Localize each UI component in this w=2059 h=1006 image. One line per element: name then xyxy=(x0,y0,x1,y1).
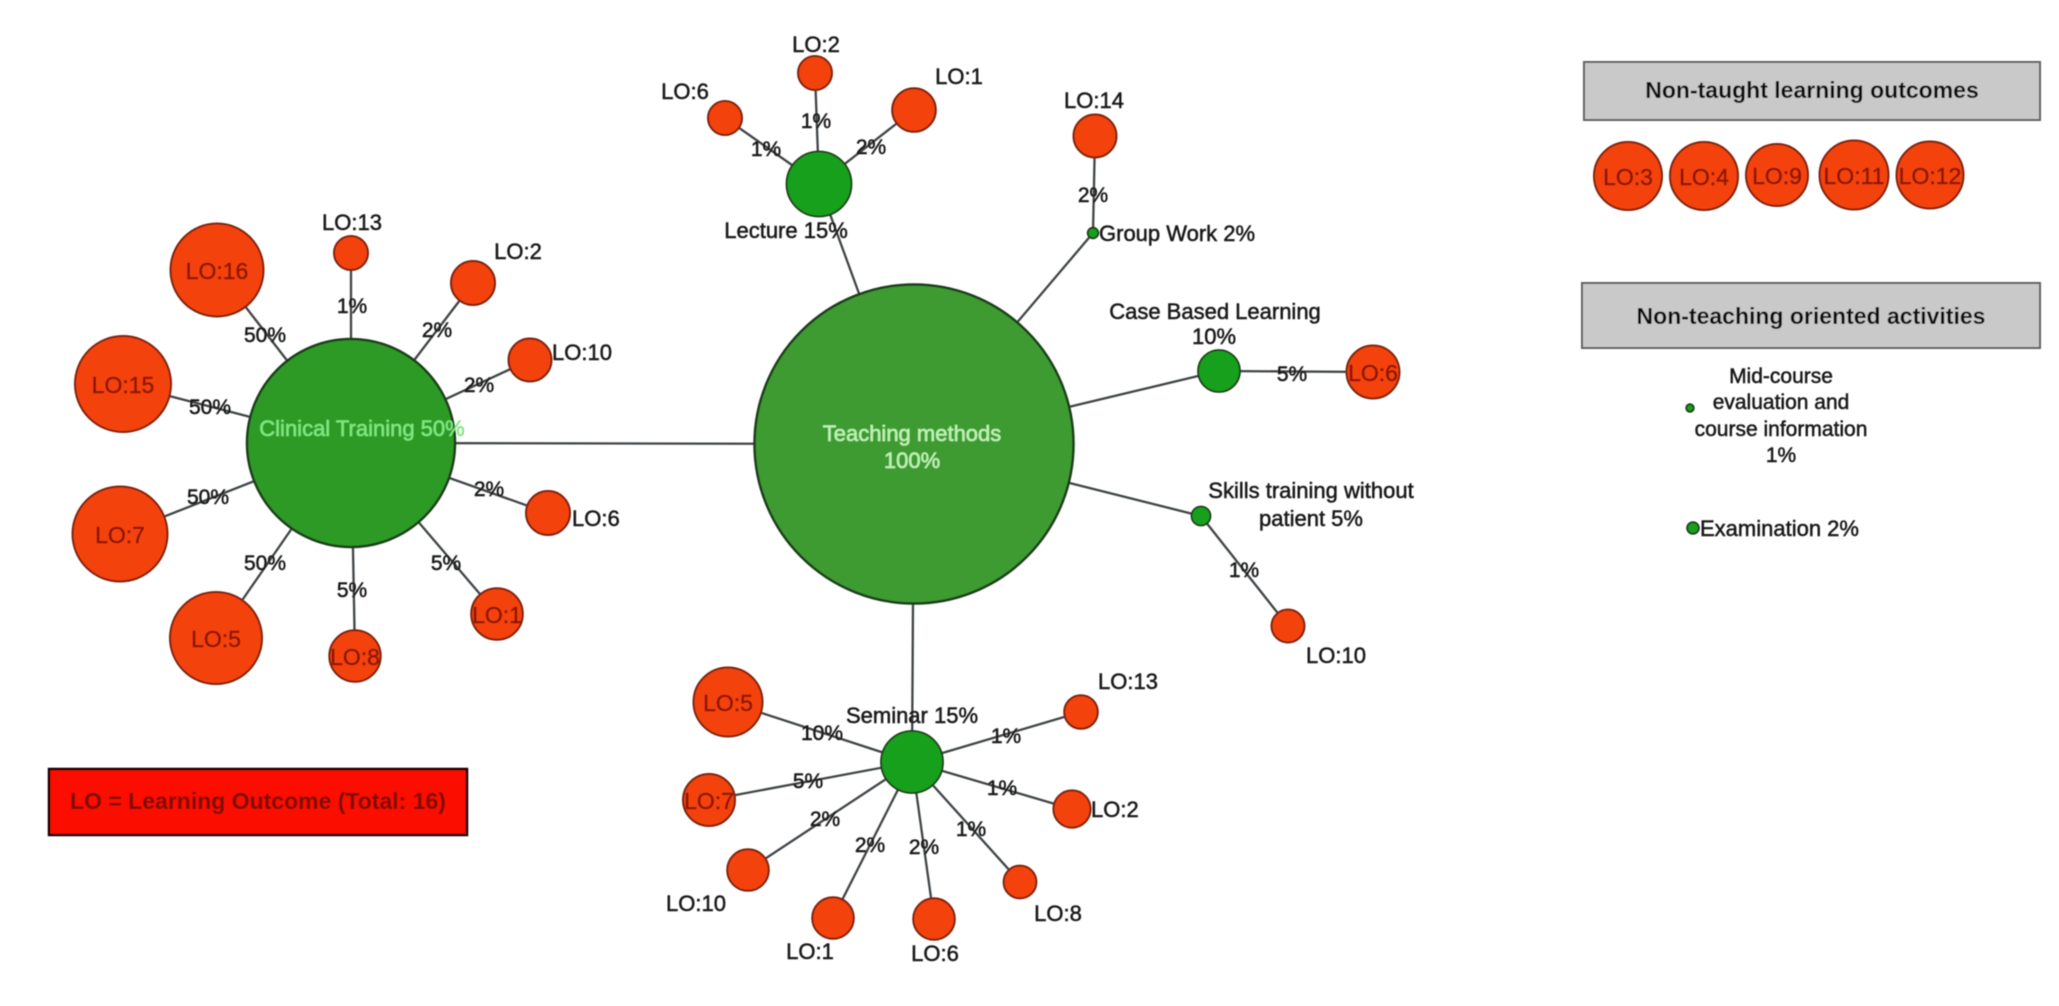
svg-text:Examination 2%: Examination 2% xyxy=(1700,516,1859,541)
svg-text:1%: 1% xyxy=(1766,444,1796,467)
svg-text:50%: 50% xyxy=(244,324,286,347)
svg-text:LO:1: LO:1 xyxy=(472,602,522,628)
svg-text:LO:9: LO:9 xyxy=(1752,163,1802,189)
svg-text:Mid-course: Mid-course xyxy=(1729,365,1833,388)
svg-text:LO:16: LO:16 xyxy=(186,258,249,284)
svg-text:LO:2: LO:2 xyxy=(1091,797,1139,822)
svg-text:1%: 1% xyxy=(956,818,986,841)
svg-text:2%: 2% xyxy=(1078,184,1108,207)
svg-text:LO = Learning Outcome (Total:: LO = Learning Outcome (Total: 16) xyxy=(70,788,446,814)
svg-text:5%: 5% xyxy=(1277,363,1307,386)
svg-text:5%: 5% xyxy=(793,770,823,793)
svg-text:1%: 1% xyxy=(1229,559,1259,582)
svg-text:LO:6: LO:6 xyxy=(1348,360,1398,386)
svg-text:LO:11: LO:11 xyxy=(1824,163,1885,189)
svg-text:1%: 1% xyxy=(337,295,367,318)
svg-text:course information: course information xyxy=(1695,418,1868,441)
svg-text:LO:5: LO:5 xyxy=(191,626,241,652)
svg-text:LO:2: LO:2 xyxy=(792,32,840,57)
svg-text:10%: 10% xyxy=(1192,324,1236,349)
svg-text:LO:14: LO:14 xyxy=(1064,88,1124,113)
svg-text:LO:5: LO:5 xyxy=(703,690,753,716)
svg-text:Non-teaching oriented activiti: Non-teaching oriented activities xyxy=(1637,303,1986,329)
svg-text:LO:4: LO:4 xyxy=(1679,164,1729,190)
svg-text:Case Based Learning: Case Based Learning xyxy=(1109,299,1321,324)
svg-text:5%: 5% xyxy=(337,579,367,602)
svg-text:patient 5%: patient 5% xyxy=(1259,506,1363,531)
svg-text:100%: 100% xyxy=(884,448,940,473)
svg-text:2%: 2% xyxy=(464,374,494,397)
svg-text:50%: 50% xyxy=(189,396,231,419)
svg-text:10%: 10% xyxy=(801,722,843,745)
svg-text:LO:3: LO:3 xyxy=(1603,164,1653,190)
svg-text:LO:8: LO:8 xyxy=(1034,901,1082,926)
svg-text:2%: 2% xyxy=(422,319,452,342)
svg-text:2%: 2% xyxy=(810,808,840,831)
svg-text:LO:15: LO:15 xyxy=(92,372,155,398)
svg-text:LO:6: LO:6 xyxy=(661,79,709,104)
svg-text:LO:10: LO:10 xyxy=(666,891,726,916)
svg-text:LO:1: LO:1 xyxy=(786,939,834,964)
svg-text:LO:13: LO:13 xyxy=(1098,669,1158,694)
svg-text:1%: 1% xyxy=(987,777,1017,800)
svg-text:Clinical Training 50%: Clinical Training 50% xyxy=(259,416,464,441)
svg-text:50%: 50% xyxy=(187,486,229,509)
svg-text:LO:10: LO:10 xyxy=(1306,643,1366,668)
svg-text:LO:2: LO:2 xyxy=(494,239,542,264)
svg-text:LO:12: LO:12 xyxy=(1899,163,1962,189)
svg-text:Group Work 2%: Group Work 2% xyxy=(1099,221,1255,246)
svg-text:Teaching methods: Teaching methods xyxy=(823,421,1002,446)
svg-text:1%: 1% xyxy=(991,725,1021,748)
svg-text:Lecture 15%: Lecture 15% xyxy=(724,218,848,243)
svg-text:2%: 2% xyxy=(855,834,885,857)
svg-text:Skills training without: Skills training without xyxy=(1208,478,1413,503)
svg-text:LO:1: LO:1 xyxy=(935,64,983,89)
svg-text:1%: 1% xyxy=(751,138,781,161)
svg-text:Non-taught learning outcomes: Non-taught learning outcomes xyxy=(1645,77,1979,103)
svg-text:2%: 2% xyxy=(474,478,504,501)
svg-text:LO:7: LO:7 xyxy=(684,788,734,814)
svg-text:LO:8: LO:8 xyxy=(330,644,380,670)
svg-text:2%: 2% xyxy=(909,836,939,859)
svg-text:2%: 2% xyxy=(856,136,886,159)
svg-text:Seminar 15%: Seminar 15% xyxy=(846,703,978,728)
svg-text:LO:7: LO:7 xyxy=(95,522,145,548)
svg-text:LO:6: LO:6 xyxy=(911,941,959,966)
svg-text:LO:6: LO:6 xyxy=(572,506,620,531)
svg-text:5%: 5% xyxy=(431,552,461,575)
svg-text:evaluation and: evaluation and xyxy=(1713,391,1850,414)
svg-text:50%: 50% xyxy=(244,552,286,575)
svg-text:1%: 1% xyxy=(801,110,831,133)
svg-text:LO:13: LO:13 xyxy=(322,210,382,235)
svg-text:LO:10: LO:10 xyxy=(552,340,612,365)
